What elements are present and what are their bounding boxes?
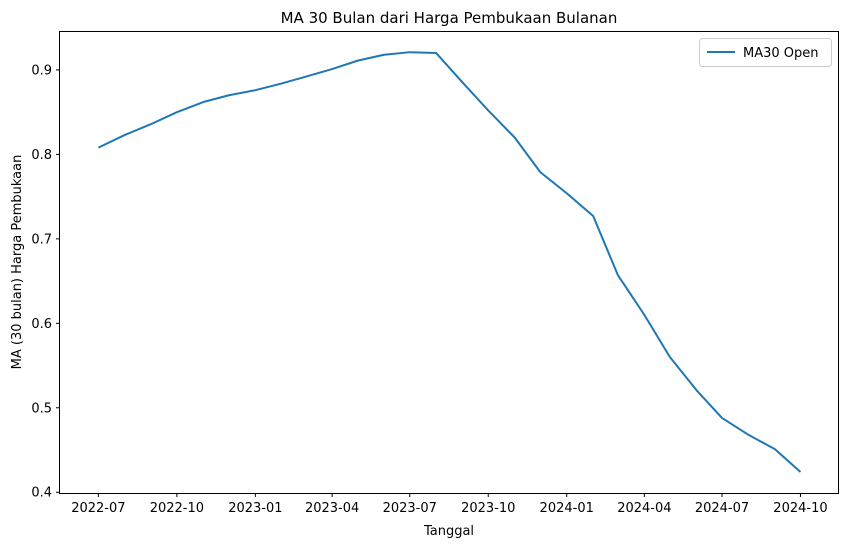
series-line <box>97 51 802 473</box>
y-tick-label: 0.5 <box>31 401 52 416</box>
series-layer <box>97 51 802 473</box>
y-axis-label: MA (30 bulan) Harga Pembukaan <box>10 155 25 370</box>
plot-area <box>59 31 839 494</box>
x-tick-label: 2024-07 <box>695 501 749 516</box>
x-tick-label: 2023-01 <box>228 501 282 516</box>
x-tick-label: 2024-01 <box>540 501 594 516</box>
y-tick-label: 0.8 <box>31 148 52 163</box>
y-tick-label: 0.6 <box>31 317 52 332</box>
x-axis: 2022-07 2022-10 2023-01 2023-04 2023-07 2023-… <box>71 493 828 516</box>
legend-label: MA30 Open <box>743 46 819 61</box>
legend: MA30 Open <box>699 38 832 67</box>
x-tick-label: 2023-10 <box>461 501 515 516</box>
y-axis: 0.4 0.5 0.6 0.7 0.8 0.9 <box>31 63 60 501</box>
x-tick-label: 2022-07 <box>71 501 125 516</box>
y-tick-label: 0.4 <box>31 486 52 501</box>
x-axis-label: Tanggal <box>423 524 474 539</box>
y-tick-label: 0.7 <box>31 232 52 247</box>
y-tick-label: 0.9 <box>31 63 52 78</box>
x-tick-label: 2024-04 <box>617 501 671 516</box>
x-tick-label: 2023-07 <box>383 501 437 516</box>
x-tick-label: 2022-10 <box>150 501 204 516</box>
x-tick-label: 2024-10 <box>773 501 827 516</box>
chart-title: MA 30 Bulan dari Harga Pembukaan Bulanan <box>281 9 618 27</box>
plot-frame <box>59 31 839 494</box>
legend-box <box>699 38 832 67</box>
x-tick-label: 2023-04 <box>305 501 359 516</box>
